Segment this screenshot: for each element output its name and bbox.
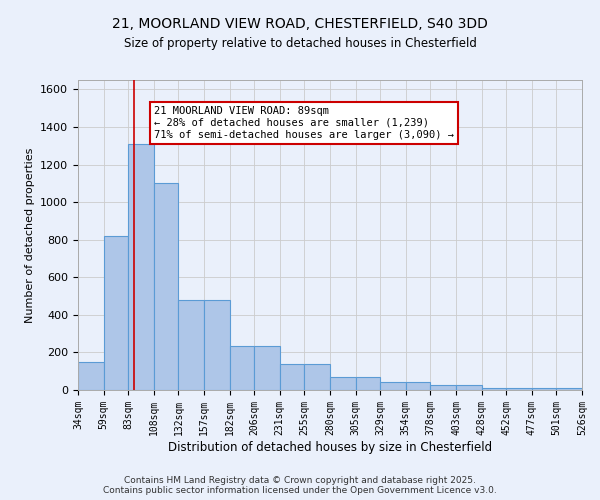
Bar	[280, 364, 304, 390]
Bar	[78, 362, 104, 390]
Bar	[178, 300, 204, 390]
Bar	[204, 300, 230, 390]
Bar	[128, 144, 154, 390]
X-axis label: Distribution of detached houses by size in Chesterfield: Distribution of detached houses by size …	[168, 440, 492, 454]
Bar	[482, 388, 506, 390]
Bar	[230, 346, 254, 390]
Bar	[406, 382, 430, 390]
Y-axis label: Number of detached properties: Number of detached properties	[25, 148, 35, 322]
Bar	[556, 388, 582, 390]
Bar	[330, 377, 356, 390]
Text: Size of property relative to detached houses in Chesterfield: Size of property relative to detached ho…	[124, 38, 476, 51]
Bar	[506, 388, 532, 390]
Bar	[430, 386, 456, 390]
Bar	[456, 386, 482, 390]
Bar	[154, 184, 178, 390]
Text: Contains HM Land Registry data © Crown copyright and database right 2025.
Contai: Contains HM Land Registry data © Crown c…	[103, 476, 497, 495]
Text: 21, MOORLAND VIEW ROAD, CHESTERFIELD, S40 3DD: 21, MOORLAND VIEW ROAD, CHESTERFIELD, S4…	[112, 18, 488, 32]
Bar	[380, 382, 406, 390]
Text: 21 MOORLAND VIEW ROAD: 89sqm
← 28% of detached houses are smaller (1,239)
71% of: 21 MOORLAND VIEW ROAD: 89sqm ← 28% of de…	[154, 106, 454, 140]
Bar	[254, 346, 280, 390]
Bar	[104, 236, 128, 390]
Bar	[532, 388, 556, 390]
Bar	[356, 377, 380, 390]
Bar	[304, 364, 330, 390]
